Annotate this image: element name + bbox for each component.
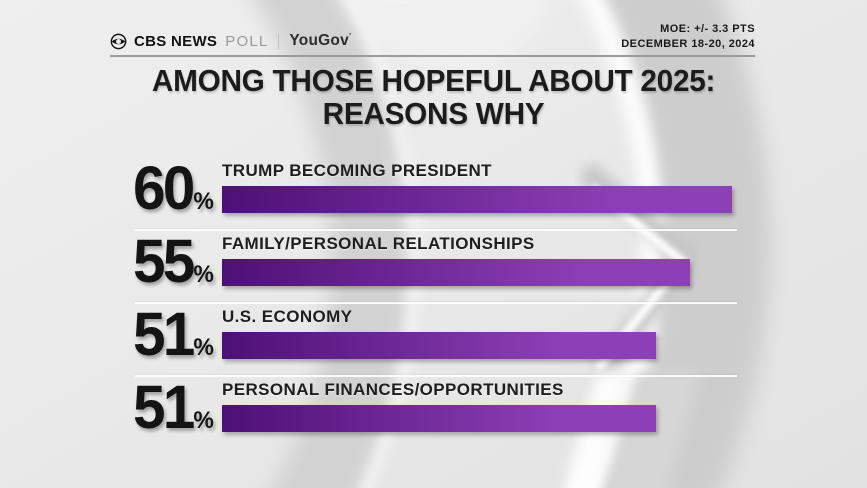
percent-sign: % [193,261,214,288]
moe-line: MOE: +/- 3.3 PTS [660,23,755,36]
percent-sign: % [193,188,214,215]
header: CBS NEWS POLL YouGov’ MOE: +/- 3.3 PTS D… [110,22,755,52]
title-line-1: AMONG THOSE HOPEFUL ABOUT 2025: [151,63,716,98]
value-label: 60% [133,154,214,222]
category-label: TRUMP BECOMING PRESIDENT [222,161,492,180]
value-label: 51% [133,300,214,368]
moe-note: MOE: +/- 3.3 PTS DECEMBER 18-20, 2024 [621,22,755,52]
brand-poll: POLL [225,32,269,50]
category-label: FAMILY/PERSONAL RELATIONSHIPS [222,234,535,253]
header-divider [110,55,755,57]
brand-separator [278,33,280,49]
poll-dates: DECEMBER 18-20, 2024 [621,38,755,51]
bar-row: 55% FAMILY/PERSONAL RELATIONSHIPS [133,231,737,304]
percent-sign: % [193,334,214,361]
title-line-2: REASONS WHY [322,95,545,131]
brand-lockup: CBS NEWS POLL YouGov’ [110,32,351,52]
row-divider [135,229,737,231]
cbs-eye-icon [110,33,127,49]
bar [222,259,690,286]
category-label: U.S. ECONOMY [222,307,353,326]
bar-chart: 60% TRUMP BECOMING PRESIDENT 55% FAMILY/… [133,158,737,450]
bar-row: 51% U.S. ECONOMY [133,304,737,377]
value-label: 55% [133,227,214,295]
row-divider [135,302,737,304]
category-label: PERSONAL FINANCES/OPPORTUNITIES [222,380,564,399]
bar [222,186,732,213]
bar-row: 60% TRUMP BECOMING PRESIDENT [133,158,737,231]
bar [222,405,656,432]
value-label: 51% [133,373,214,441]
brand-yougov: YouGov’ [289,32,352,49]
row-divider [135,375,737,377]
percent-sign: % [193,407,214,434]
page-title: AMONG THOSE HOPEFUL ABOUT 2025: REASONS … [17,63,849,131]
brand-cbs-news: CBS NEWS [134,32,218,50]
bar [222,332,656,359]
yougov-trademark: ’ [348,32,352,41]
bar-row: 51% PERSONAL FINANCES/OPPORTUNITIES [133,377,737,450]
